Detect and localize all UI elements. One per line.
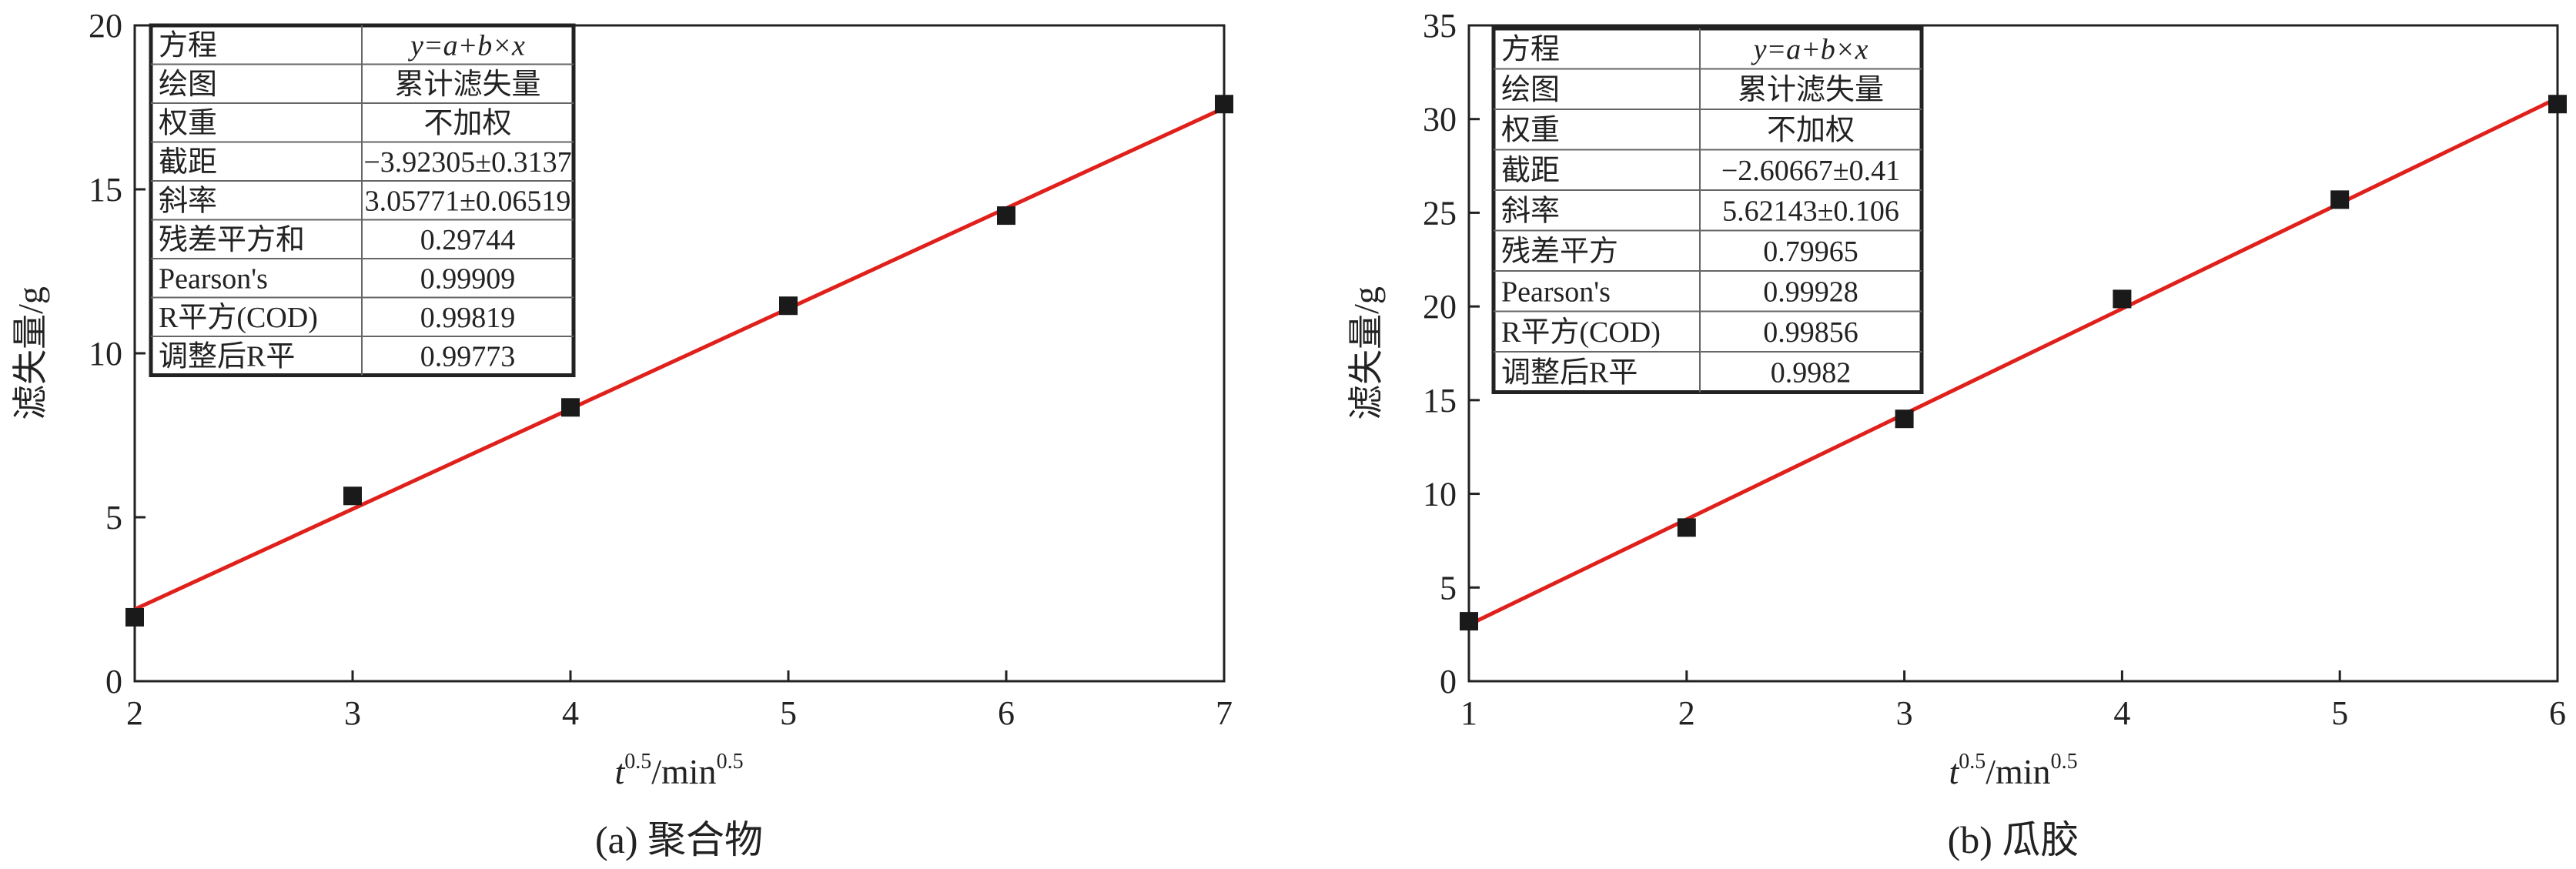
stats-table-value: 0.9982	[1771, 356, 1852, 389]
x-tick-label: 4	[2113, 694, 2130, 732]
panel-caption: (a) 聚合物	[595, 818, 763, 861]
data-point	[1460, 612, 1478, 631]
x-axis-label-unit: /min	[651, 752, 716, 791]
x-axis-label-sup: 0.5	[717, 750, 744, 774]
stats-table-value: 5.62143±0.106	[1722, 195, 1899, 227]
stats-table-key: Pearson's	[159, 262, 268, 295]
x-tick-label: 4	[562, 694, 579, 732]
y-tick-label: 0	[1440, 663, 1457, 700]
stats-table-key: 调整后R平	[159, 340, 295, 373]
stats-table-value: 0.99819	[420, 302, 516, 334]
data-point	[125, 607, 144, 627]
stats-table-value: y=a+b×x	[1751, 33, 1868, 65]
x-tick-label: 6	[998, 694, 1015, 732]
data-point	[779, 296, 798, 316]
stats-table-value: 0.99856	[1763, 316, 1858, 349]
stats-table	[1491, 26, 1924, 394]
x-tick-label: 7	[1216, 694, 1233, 732]
y-tick-label: 25	[1423, 194, 1457, 232]
y-tick-label: 10	[1423, 476, 1457, 513]
stats-table-value: 0.79965	[1763, 236, 1858, 268]
x-axis-label-sup: 0.5	[1959, 750, 1986, 774]
stats-table-value: 0.99928	[1763, 276, 1858, 308]
stats-table-value: 不加权	[1767, 114, 1855, 146]
stats-table-key: R平方(COD)	[1501, 316, 1661, 349]
x-tick-label: 5	[780, 694, 797, 732]
stats-table-value: 不加权	[423, 107, 511, 139]
y-tick-label: 20	[1423, 288, 1457, 326]
fit-line	[133, 106, 1226, 611]
stats-table-key: 斜率	[159, 185, 217, 217]
data-point	[561, 398, 580, 417]
x-axis-label-unit: /min	[1986, 752, 2050, 791]
plot-frame	[1467, 24, 2559, 683]
x-axis-label-base: t	[614, 752, 625, 791]
stats-table-value: 3.05771±0.06519	[365, 185, 571, 217]
y-axis-label: 滤失量/g	[11, 286, 50, 420]
stats-table-value: 累计滤失量	[1738, 74, 1884, 106]
y-tick-label: 30	[1423, 101, 1457, 139]
stats-table-key: R平方(COD)	[159, 302, 318, 334]
x-axis-label-base: t	[1949, 752, 1959, 791]
stats-table-key: 残差平方	[1501, 236, 1618, 268]
x-axis-label: t0.5/min0.5	[1949, 750, 2077, 791]
stats-table-key: 绘图	[1501, 74, 1560, 106]
stats-table-key: 权重	[159, 107, 217, 139]
x-tick-label: 6	[2549, 694, 2566, 732]
stats-table-key: 截距	[159, 146, 217, 179]
stats-table-value: −2.60667±0.41	[1721, 155, 1900, 187]
stats-table-key: Pearson's	[1501, 276, 1611, 308]
x-axis-label-sup: 0.5	[624, 750, 651, 774]
stats-table-value: 0.99773	[420, 340, 516, 373]
x-axis-label-sup: 0.5	[2051, 750, 2078, 774]
y-tick-label: 10	[89, 335, 122, 373]
stats-table-value: 0.29744	[420, 224, 516, 256]
data-point	[1895, 409, 1914, 429]
y-axis-label: 滤失量/g	[1347, 286, 1386, 420]
stats-table-key: 残差平方和	[159, 224, 305, 256]
data-point	[343, 486, 362, 506]
y-tick-label: 15	[1423, 382, 1457, 419]
y-tick-label: 35	[1423, 7, 1457, 45]
stats-table-key: 调整后R平	[1501, 356, 1638, 389]
stats-table-key: 方程	[1501, 33, 1560, 65]
stats-table-key: 方程	[159, 29, 217, 62]
data-point	[1677, 518, 1696, 537]
panel-caption: (b) 瓜胶	[1948, 818, 2079, 861]
y-tick-label: 15	[89, 171, 122, 209]
x-tick-label: 3	[1896, 694, 1913, 732]
data-point	[2548, 95, 2567, 114]
y-tick-label: 20	[89, 7, 122, 45]
panel-b: 1 2 3 4 5 605101520253035滤失量/gt0.5/min0.5(b) …	[1347, 7, 2567, 861]
x-tick-label: 5	[2331, 694, 2348, 732]
y-tick-label: 5	[1440, 569, 1457, 607]
data-point	[1215, 95, 1233, 114]
stats-table-key: 斜率	[1501, 195, 1560, 227]
data-point	[2330, 190, 2350, 209]
y-tick-label: 0	[105, 663, 122, 700]
stats-table-value: 0.99909	[420, 262, 516, 295]
x-tick-label: 2	[126, 694, 143, 732]
x-tick-label: 3	[344, 694, 361, 732]
stats-table-value: y=a+b×x	[407, 29, 525, 62]
y-tick-label: 5	[105, 499, 122, 536]
stats-table-key: 权重	[1501, 114, 1560, 146]
stats-table-key: 截距	[1501, 155, 1560, 187]
fit-line	[1467, 96, 2559, 627]
data-point	[997, 206, 1015, 226]
x-tick-label: 2	[1678, 694, 1695, 732]
x-axis-label: t0.5/min0.5	[614, 750, 743, 791]
stats-table-value: 累计滤失量	[394, 69, 540, 101]
x-tick-label: 1	[1460, 694, 1477, 732]
data-point	[2113, 289, 2132, 309]
stats-table-key: 绘图	[159, 69, 217, 101]
stats-table-value: −3.92305±0.3137	[363, 146, 571, 179]
